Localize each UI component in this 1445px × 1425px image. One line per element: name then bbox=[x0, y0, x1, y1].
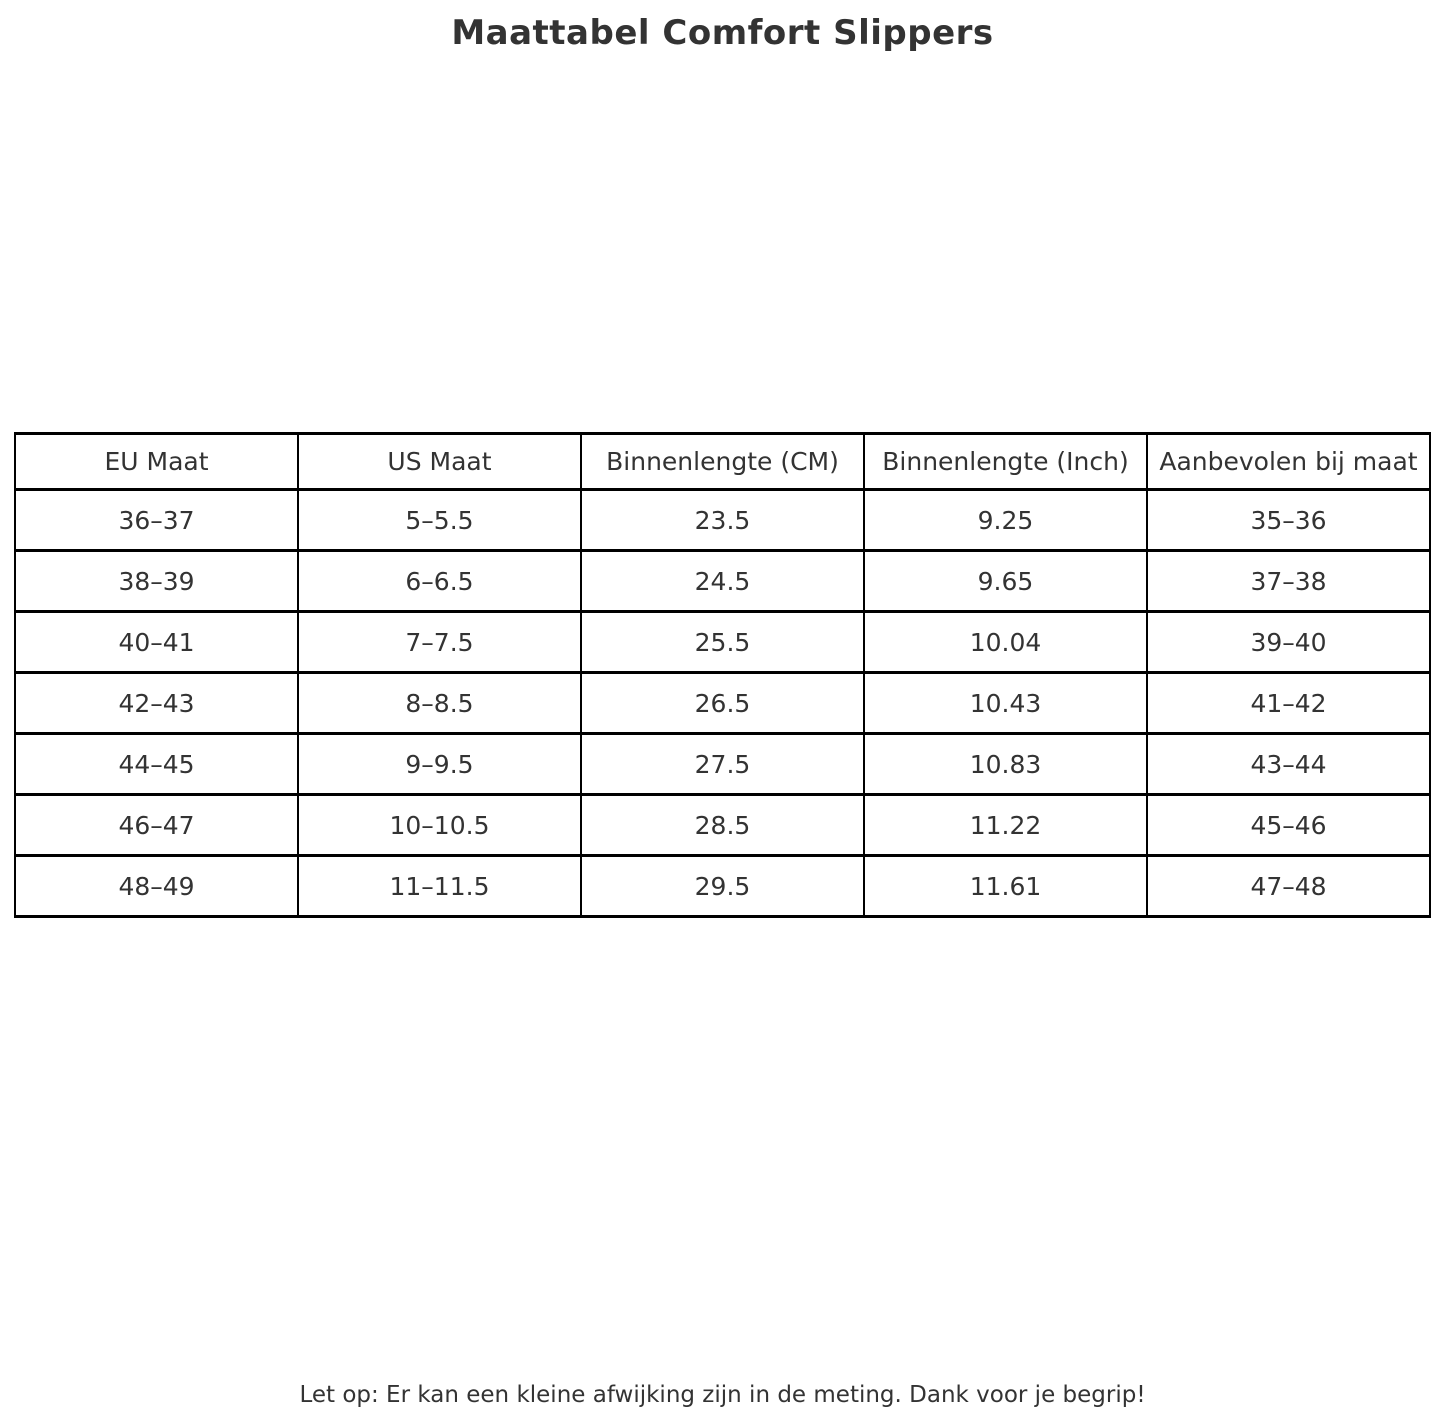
size-table-body: 36–37 5–5.5 23.5 9.25 35–36 38–39 6–6.5 24.5 9.6… bbox=[14, 488, 1431, 918]
table-cell: 26.5 bbox=[580, 671, 865, 735]
column-header: EU Maat bbox=[14, 432, 299, 491]
table-cell: 41–42 bbox=[1146, 671, 1431, 735]
table-cell: 11.61 bbox=[863, 854, 1148, 918]
table-cell: 23.5 bbox=[580, 488, 865, 552]
table-row: 40–41 7–7.5 25.5 10.04 39–40 bbox=[14, 610, 1431, 674]
table-cell: 40–41 bbox=[14, 610, 299, 674]
table-cell: 7–7.5 bbox=[297, 610, 582, 674]
table-cell: 47–48 bbox=[1146, 854, 1431, 918]
size-table-header: EU Maat US Maat Binnenlengte (CM) Binnenlen… bbox=[14, 432, 1431, 491]
table-row: 36–37 5–5.5 23.5 9.25 35–36 bbox=[14, 488, 1431, 552]
column-header: Binnenlengte (Inch) bbox=[863, 432, 1148, 491]
table-cell: 11–11.5 bbox=[297, 854, 582, 918]
table-cell: 43–44 bbox=[1146, 732, 1431, 796]
table-cell: 27.5 bbox=[580, 732, 865, 796]
table-cell: 37–38 bbox=[1146, 549, 1431, 613]
table-row: 44–45 9–9.5 27.5 10.83 43–44 bbox=[14, 732, 1431, 796]
table-cell: 10–10.5 bbox=[297, 793, 582, 857]
table-cell: 44–45 bbox=[14, 732, 299, 796]
column-header: US Maat bbox=[297, 432, 582, 491]
table-cell: 9–9.5 bbox=[297, 732, 582, 796]
table-row: 42–43 8–8.5 26.5 10.43 41–42 bbox=[14, 671, 1431, 735]
table-cell: 29.5 bbox=[580, 854, 865, 918]
table-cell: 9.65 bbox=[863, 549, 1148, 613]
table-cell: 25.5 bbox=[580, 610, 865, 674]
page-title: Maattabel Comfort Slippers bbox=[451, 13, 994, 53]
table-cell: 8–8.5 bbox=[297, 671, 582, 735]
table-cell: 10.43 bbox=[863, 671, 1148, 735]
footer-note: Let op: Er kan een kleine afwijking zijn… bbox=[299, 1382, 1146, 1408]
table-cell: 6–6.5 bbox=[297, 549, 582, 613]
table-cell: 10.04 bbox=[863, 610, 1148, 674]
table-cell: 39–40 bbox=[1146, 610, 1431, 674]
table-cell: 28.5 bbox=[580, 793, 865, 857]
table-cell: 5–5.5 bbox=[297, 488, 582, 552]
table-cell: 35–36 bbox=[1146, 488, 1431, 552]
table-cell: 10.83 bbox=[863, 732, 1148, 796]
table-cell: 42–43 bbox=[14, 671, 299, 735]
table-cell: 45–46 bbox=[1146, 793, 1431, 857]
table-cell: 9.25 bbox=[863, 488, 1148, 552]
header-row: EU Maat US Maat Binnenlengte (CM) Binnenlen… bbox=[14, 432, 1431, 491]
table-row: 38–39 6–6.5 24.5 9.65 37–38 bbox=[14, 549, 1431, 613]
table-row: 48–49 11–11.5 29.5 11.61 47–48 bbox=[14, 854, 1431, 918]
table-cell: 38–39 bbox=[14, 549, 299, 613]
size-table: EU Maat US Maat Binnenlengte (CM) Binnenlen… bbox=[14, 432, 1431, 918]
table-cell: 46–47 bbox=[14, 793, 299, 857]
column-header: Aanbevolen bij maat bbox=[1146, 432, 1431, 491]
table-cell: 36–37 bbox=[14, 488, 299, 552]
table-cell: 24.5 bbox=[580, 549, 865, 613]
table-cell: 48–49 bbox=[14, 854, 299, 918]
column-header: Binnenlengte (CM) bbox=[580, 432, 865, 491]
table-cell: 11.22 bbox=[863, 793, 1148, 857]
table-row: 46–47 10–10.5 28.5 11.22 45–46 bbox=[14, 793, 1431, 857]
